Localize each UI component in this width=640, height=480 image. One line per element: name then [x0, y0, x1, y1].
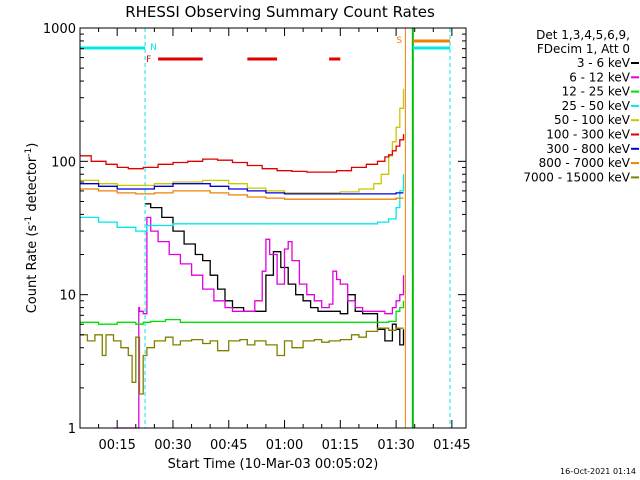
y-tick-label-2: 100 — [51, 155, 76, 170]
legend-header-2: FDecim 1, Att 0 — [537, 42, 630, 56]
y-tick-label-1: 10 — [59, 289, 76, 304]
legend-entry-label-1: 6 - 12 keV — [569, 70, 631, 84]
night-flag-label: N — [150, 43, 157, 53]
x-tick-label-6: 01:45 — [433, 438, 470, 453]
series-line-300-800keV — [80, 183, 404, 195]
y-axis-label-sup1: -1 — [24, 216, 34, 225]
x-axis-label: Start Time (10-Mar-03 00:05:02) — [168, 457, 379, 472]
legend-entry-label-3: 25 - 50 keV — [562, 99, 631, 113]
series-line-6-12keV — [113, 216, 405, 429]
x-tick-label-5: 01:30 — [377, 438, 414, 453]
legend-header-1: Det 1,3,4,5,6,9, — [536, 28, 630, 42]
legend-entry-label-7: 800 - 7000 keV — [539, 156, 631, 170]
x-tick-label-0: 00:15 — [98, 438, 135, 453]
series-line-100-300keV — [80, 134, 405, 173]
legend-entry-label-5: 100 - 300 keV — [546, 128, 630, 142]
series-line-800-7000keV — [80, 188, 404, 200]
legend-entry-label-8: 7000 - 15000 keV — [523, 170, 630, 184]
y-axis-label-sup2: -1 — [24, 148, 34, 157]
x-tick-label-1: 00:30 — [154, 438, 191, 453]
legend-entry-label-4: 50 - 100 keV — [554, 113, 631, 127]
series-line-12-25keV — [80, 300, 405, 325]
x-axis: 00:15 00:30 00:45 01:00 01:15 01:30 01:45 — [98, 28, 471, 453]
legend-entry-label-6: 300 - 800 keV — [546, 142, 630, 156]
x-tick-label-2: 00:45 — [210, 438, 247, 453]
series-line-50-100keV — [80, 88, 405, 194]
legend-entry-label-0: 3 - 6 keV — [577, 56, 631, 70]
x-tick-label-3: 01:00 — [266, 438, 303, 453]
x-tick-label-4: 01:15 — [322, 438, 359, 453]
y-axis-label: Count Rate (s-1 detector-1) — [24, 143, 40, 314]
series-line-3-6keV — [145, 203, 405, 346]
flare-flag-label: F — [146, 55, 151, 65]
series-line-7000-15000keV — [80, 327, 404, 395]
plot-frame — [79, 27, 467, 429]
plot-area: N S F — [80, 28, 451, 429]
saa-flag-label: S — [396, 36, 402, 46]
y-tick-label-0: 1 — [68, 422, 76, 437]
y-axis-label-end: ) — [25, 143, 40, 148]
y-axis-label-start: Count Rate (s — [25, 225, 40, 314]
chart-title: RHESSI Observing Summary Count Rates — [125, 3, 435, 21]
footer-timestamp: 16-Oct-2021 01:14 — [560, 467, 636, 476]
y-tick-label-3: 1000 — [43, 22, 76, 37]
y-axis: 1 10 100 1000 — [43, 22, 466, 437]
y-axis-label-mid: detector — [25, 156, 40, 216]
series-line-25-50keV — [80, 174, 405, 232]
legend-entry-label-2: 12 - 25 keV — [562, 85, 631, 99]
legend: Det 1,3,4,5,6,9, FDecim 1, Att 0 3 - 6 k… — [523, 28, 639, 184]
